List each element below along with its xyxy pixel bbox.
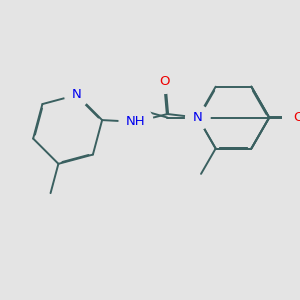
Text: O: O [159,75,170,88]
Circle shape [186,105,210,130]
Circle shape [286,105,300,130]
Text: N: N [193,111,203,124]
Text: O: O [293,111,300,124]
Circle shape [152,69,177,93]
Text: N: N [72,88,82,101]
Circle shape [65,82,89,107]
Text: NH: NH [126,116,146,128]
Circle shape [119,105,153,139]
